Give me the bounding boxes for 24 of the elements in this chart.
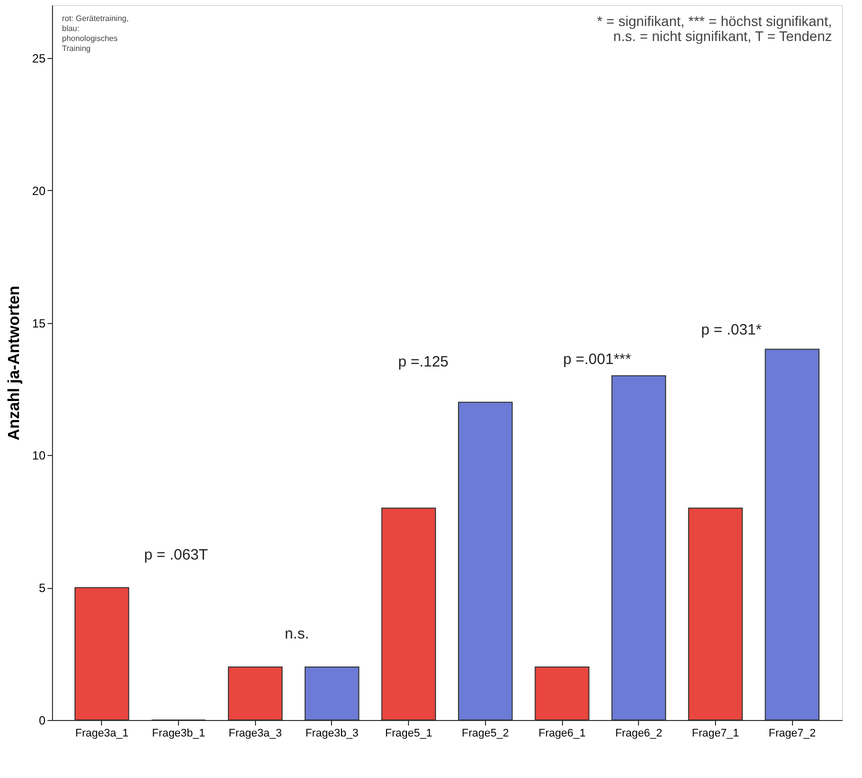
y-tick-label: 15 [32,316,46,330]
annotation: * = signifikant, *** = höchst signifikant, n.s. = nicht signifikant, T = Tendenz [596,13,832,44]
x-tick-label: Frage3a_1 [75,728,128,740]
x-tick-label: Frage3b_3 [305,728,359,740]
x-tick-label: Frage6_2 [615,728,662,740]
y-tick-label: 5 [38,581,46,596]
annotation: p = .063T [144,546,208,564]
x-tick-label: Frage7_2 [768,728,816,740]
x-tick-label: Frage6_1 [538,728,586,740]
y-tick-label: 25 [32,51,46,66]
x-tick-label: Frage5_2 [462,728,509,740]
annotation: p =.125 [398,354,449,371]
x-tick-label: Frage3a_3 [228,728,282,740]
x-tick-label: Frage7_1 [692,728,739,740]
annotation: n.s. [284,625,309,642]
y-axis-title: Anzahl ja-Antworten [6,286,24,440]
x-tick-label: Frage5_1 [385,728,432,740]
x-tick-label: Frage3b_1 [152,728,206,740]
y-tick-label: 0 [38,714,46,728]
annotation: p =.001*** [563,350,632,368]
annotation: rot: Gerätetraining, blau: phonologisches Training [62,14,129,53]
y-tick-label: 20 [32,184,46,198]
y-tick-label: 10 [32,448,46,463]
annotation: p = .031* [701,321,762,338]
